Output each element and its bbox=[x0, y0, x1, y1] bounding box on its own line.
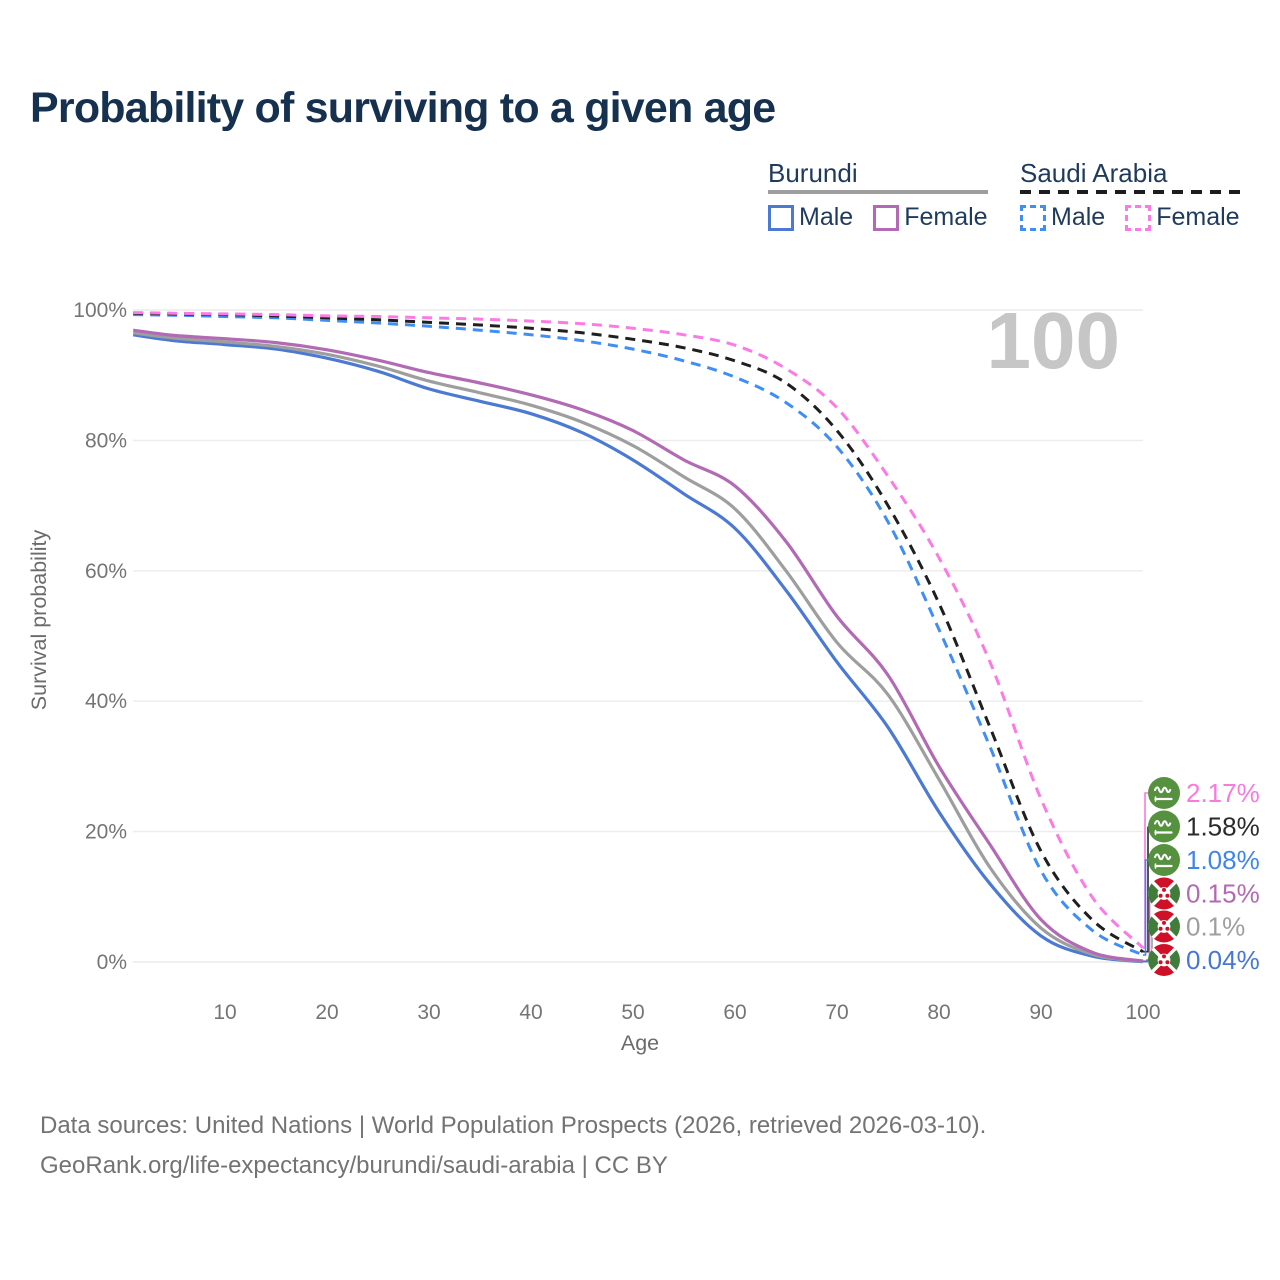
curve-saudi-arabia-both bbox=[133, 311, 1144, 953]
legend-item-label: Female bbox=[904, 203, 988, 231]
y-tick-label: 100% bbox=[73, 299, 127, 322]
legend: Burundi Male Female Saudi Arabia Male bbox=[0, 160, 1280, 250]
y-axis-title: Survival probability bbox=[27, 530, 51, 711]
legend-item-label: Male bbox=[799, 203, 854, 231]
x-tick-label: 70 bbox=[825, 1001, 848, 1024]
burundi-flag-icon bbox=[1148, 910, 1180, 943]
curve-burundi-male bbox=[132, 333, 1144, 964]
legend-items-burundi: Male Female bbox=[768, 203, 988, 232]
x-tick-label: 30 bbox=[417, 1001, 440, 1024]
end-value-label-saudi-arabia-male: 1.08% bbox=[1186, 845, 1260, 875]
curve-saudi-arabia-female bbox=[133, 311, 1145, 949]
saudi-arabia-flag-icon bbox=[1148, 777, 1180, 809]
burundi-flag-icon bbox=[1148, 944, 1180, 976]
age-counter-watermark: 100 bbox=[987, 296, 1120, 385]
saudi-arabia-flag-icon bbox=[1148, 810, 1180, 843]
legend-country-saudi-arabia[interactable]: Saudi Arabia bbox=[1020, 158, 1168, 188]
end-value-label-saudi-arabia-female: 2.17% bbox=[1186, 778, 1260, 808]
legend-country-burundi[interactable]: Burundi bbox=[768, 158, 858, 188]
legend-underline-saudi-arabia bbox=[1020, 190, 1240, 194]
legend-underline-burundi bbox=[768, 190, 988, 194]
footer-link-line: GeoRank.org/life-expectancy/burundi/saud… bbox=[40, 1152, 668, 1179]
y-tick-label: 40% bbox=[85, 690, 127, 713]
y-tick-label: 20% bbox=[85, 821, 127, 844]
x-tick-label: 80 bbox=[927, 1001, 950, 1024]
legend-group-saudi-arabia: Saudi Arabia Male Female bbox=[1020, 160, 1240, 232]
x-tick-label: 100 bbox=[1125, 1001, 1160, 1024]
legend-group-burundi: Burundi Male Female bbox=[768, 160, 988, 232]
legend-item-burundi-male[interactable]: Male bbox=[768, 203, 853, 232]
curve-burundi-female bbox=[132, 328, 1144, 963]
burundi-female-swatch-icon bbox=[873, 204, 900, 231]
curve-saudi-arabia-male bbox=[133, 313, 1144, 957]
legend-item-label: Female bbox=[1156, 203, 1240, 231]
footer: Data sources: United Nations | World Pop… bbox=[40, 1106, 986, 1186]
y-tick-label: 80% bbox=[85, 429, 127, 452]
end-value-label-saudi-arabia-both: 1.58% bbox=[1186, 812, 1260, 842]
page-title: Probability of surviving to a given age bbox=[30, 84, 776, 132]
legend-item-saudi-male[interactable]: Male bbox=[1020, 203, 1105, 232]
x-axis-title: Age bbox=[621, 1031, 659, 1055]
legend-item-label: Male bbox=[1051, 203, 1106, 231]
y-tick-label: 0% bbox=[97, 951, 127, 974]
curve-burundi-both bbox=[132, 331, 1144, 963]
end-label-connector bbox=[1143, 959, 1148, 963]
end-value-label-burundi-female: 0.15% bbox=[1186, 879, 1260, 909]
end-label-connector bbox=[1143, 859, 1148, 956]
footer-sources-line: Data sources: United Nations | World Pop… bbox=[40, 1112, 987, 1139]
legend-item-saudi-female[interactable]: Female bbox=[1125, 203, 1240, 232]
x-tick-label: 60 bbox=[723, 1001, 746, 1024]
x-tick-label: 10 bbox=[213, 1001, 236, 1024]
end-value-label-burundi-male: 0.04% bbox=[1186, 945, 1260, 975]
x-tick-label: 50 bbox=[621, 1001, 644, 1024]
saudi-female-swatch-icon bbox=[1125, 204, 1152, 231]
legend-items-saudi-arabia: Male Female bbox=[1020, 203, 1240, 232]
burundi-flag-icon bbox=[1148, 877, 1180, 910]
x-tick-label: 20 bbox=[315, 1001, 338, 1024]
burundi-male-swatch-icon bbox=[768, 204, 794, 231]
saudi-arabia-flag-icon bbox=[1148, 844, 1180, 876]
x-tick-label: 40 bbox=[519, 1001, 542, 1024]
x-tick-label: 90 bbox=[1029, 1001, 1052, 1024]
legend-item-burundi-female[interactable]: Female bbox=[873, 203, 988, 232]
saudi-male-swatch-icon bbox=[1020, 204, 1046, 231]
end-value-label-burundi-both: 0.1% bbox=[1186, 912, 1245, 942]
end-label-connector bbox=[1143, 826, 1149, 953]
y-tick-label: 60% bbox=[85, 560, 127, 583]
